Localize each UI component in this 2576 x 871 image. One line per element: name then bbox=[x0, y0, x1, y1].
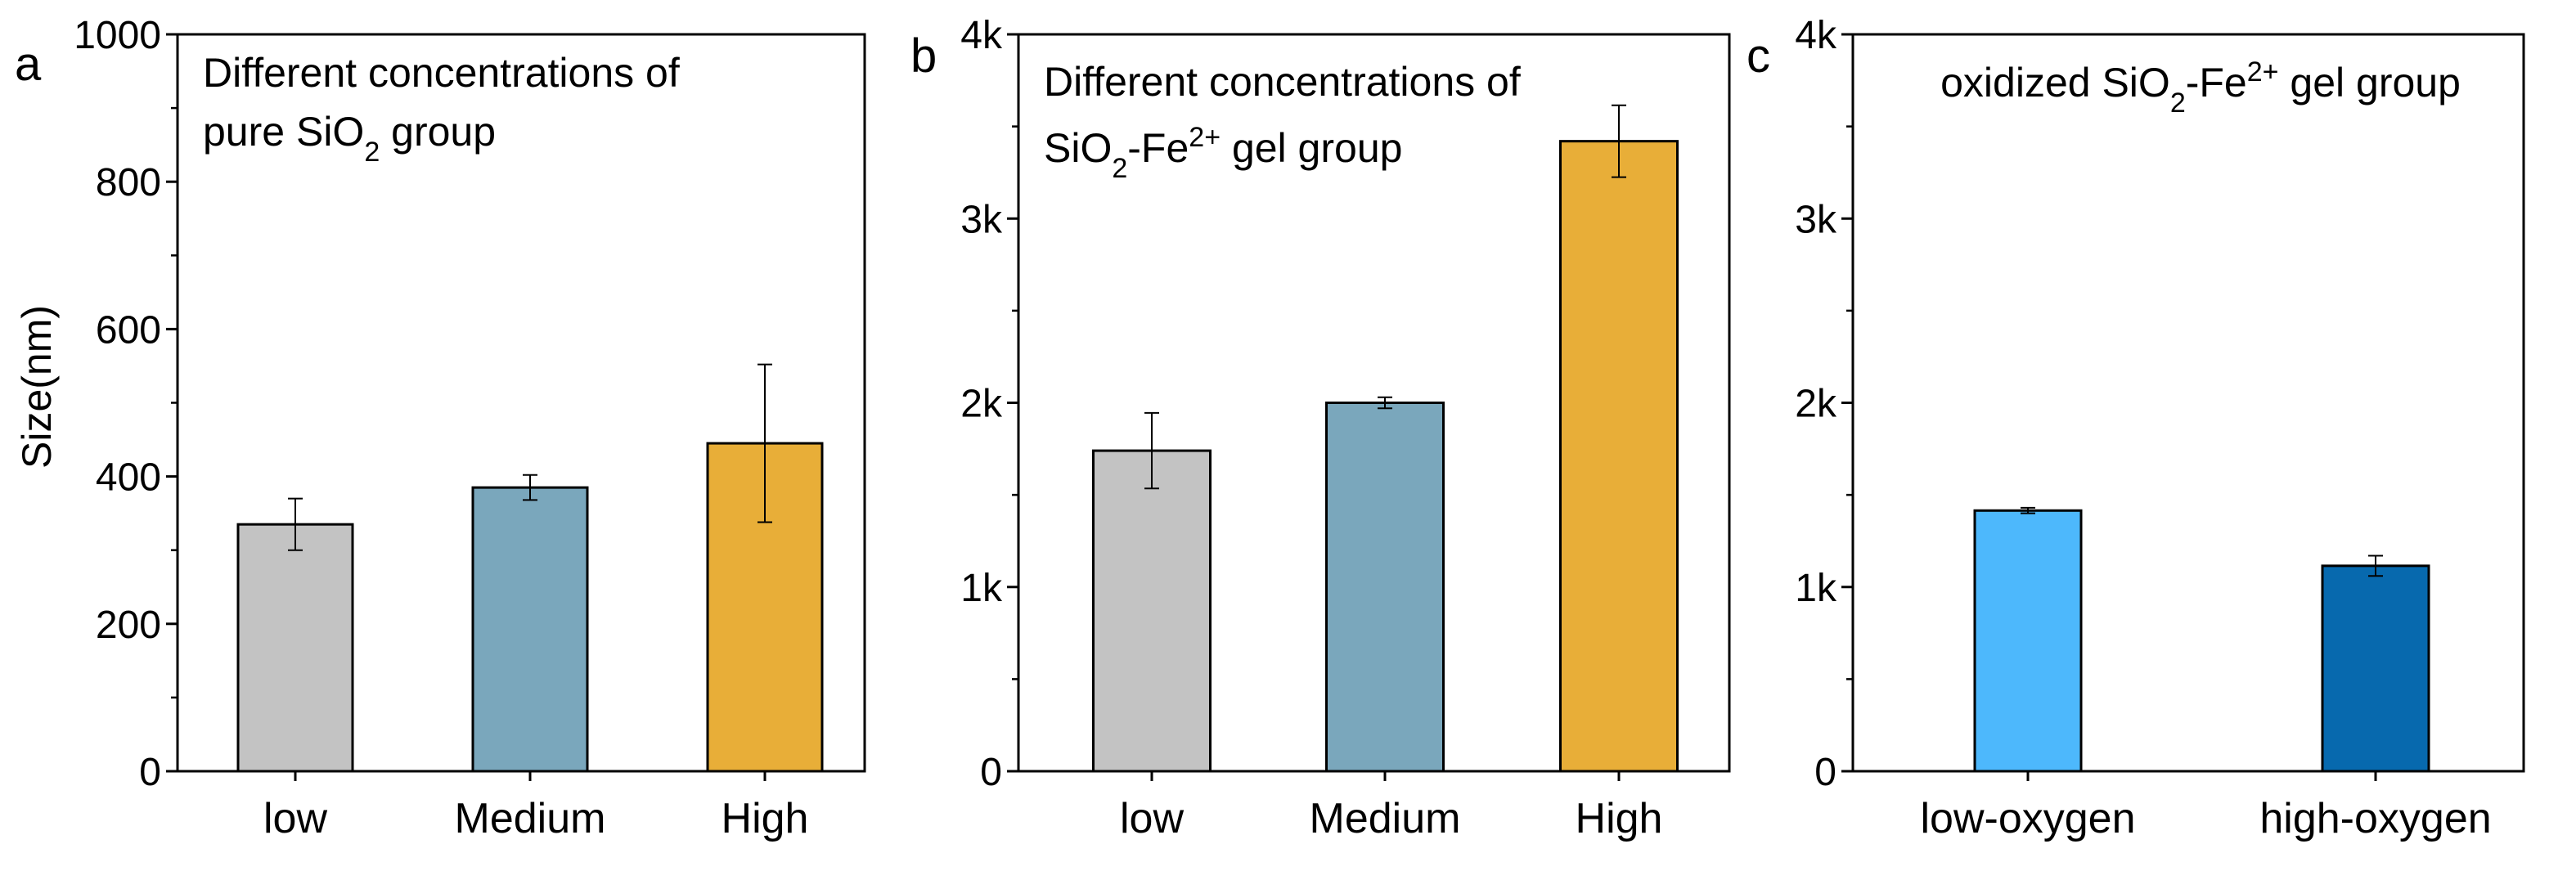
y-tick-label: 3k bbox=[960, 198, 1003, 241]
y-axis-label: Size(nm) bbox=[14, 305, 60, 469]
bar-low bbox=[236, 523, 354, 773]
title-subscript: 2 bbox=[1112, 153, 1127, 184]
category-label: High bbox=[1576, 795, 1663, 842]
bar-medium bbox=[471, 486, 589, 773]
y-tick-label: 1000 bbox=[74, 14, 161, 57]
error-bar-low-oxygen bbox=[2021, 506, 2035, 514]
y-tick-label: 1k bbox=[960, 567, 1003, 610]
bar-medium bbox=[1325, 402, 1445, 773]
category-label: low bbox=[1120, 795, 1184, 842]
title-text: group bbox=[380, 109, 496, 155]
chart-title-line: Different concentrations of bbox=[1044, 59, 1521, 105]
panel-letter: b bbox=[910, 29, 937, 83]
y-tick-label: 3k bbox=[1795, 198, 1837, 241]
title-text: gel group bbox=[1221, 125, 1402, 171]
category-label: Medium bbox=[455, 795, 606, 842]
title-subscript: 2 bbox=[364, 137, 380, 168]
title-text: -Fe bbox=[2186, 60, 2247, 106]
y-tick-label: 1k bbox=[1795, 567, 1837, 610]
title-subscript: 2 bbox=[2170, 88, 2186, 119]
bar-high-oxygen bbox=[2321, 564, 2430, 773]
error-bar-high bbox=[758, 363, 772, 523]
y-tick-label: 2k bbox=[1795, 383, 1837, 426]
error-bar-medium bbox=[523, 474, 537, 501]
title-text: -Fe bbox=[1127, 125, 1189, 171]
category-label: Medium bbox=[1310, 795, 1461, 842]
chart-panel-b: 0 1k 2k 3k 4k low Medium High b Different concent… bbox=[910, 14, 1731, 842]
title-text: Different concentrations of bbox=[203, 50, 680, 96]
error-bar-high-oxygen bbox=[2368, 554, 2383, 577]
y-tick-label: 400 bbox=[96, 456, 161, 500]
y-tick-label: 200 bbox=[96, 604, 161, 647]
chart-title-line: SiO2-Fe2+ gel group bbox=[1044, 122, 1402, 184]
error-bar-medium bbox=[1378, 396, 1392, 410]
title-text: Different concentrations of bbox=[1044, 59, 1521, 105]
y-tick-label: 800 bbox=[96, 161, 161, 204]
title-text: SiO bbox=[1044, 125, 1112, 171]
y-tick-label: 2k bbox=[960, 383, 1003, 426]
bar-low-oxygen bbox=[1973, 509, 2083, 773]
y-tick-label: 4k bbox=[1795, 14, 1837, 57]
y-tick-label: 600 bbox=[96, 308, 161, 352]
chart-panel-c: 0 1k 2k 3k 4k low-oxygen high-oxygen c oxidized … bbox=[1747, 14, 2525, 842]
title-superscript: 2+ bbox=[1189, 122, 1221, 153]
chart-title-line: pure SiO2 group bbox=[203, 109, 496, 168]
category-label: low bbox=[263, 795, 327, 842]
bar-high bbox=[1559, 140, 1679, 773]
title-text: gel group bbox=[2279, 60, 2461, 106]
chart-panel-a: 0 200 400 600 800 1000 low Medium High a Different… bbox=[15, 14, 866, 842]
error-bar-high bbox=[1612, 104, 1626, 178]
category-label: high-oxygen bbox=[2259, 795, 2491, 842]
category-label: low-oxygen bbox=[1920, 795, 2135, 842]
error-bar-low bbox=[1144, 411, 1159, 490]
title-superscript: 2+ bbox=[2247, 56, 2279, 88]
y-tick-label: 0 bbox=[980, 751, 1002, 794]
chart-title-line: oxidized SiO2-Fe2+ gel group bbox=[1940, 56, 2461, 119]
title-text: pure SiO bbox=[203, 109, 364, 155]
title-text: oxidized SiO bbox=[1940, 60, 2170, 106]
y-tick-label: 0 bbox=[139, 751, 161, 794]
category-label: High bbox=[722, 795, 809, 842]
panel-letter: a bbox=[15, 38, 42, 91]
bar-low bbox=[1092, 449, 1212, 773]
y-tick-label: 4k bbox=[960, 14, 1003, 57]
panel-letter: c bbox=[1747, 29, 1770, 83]
error-bar-low bbox=[288, 497, 303, 551]
y-tick-label: 0 bbox=[1814, 751, 1836, 794]
chart-title-line: Different concentrations of bbox=[203, 50, 680, 96]
